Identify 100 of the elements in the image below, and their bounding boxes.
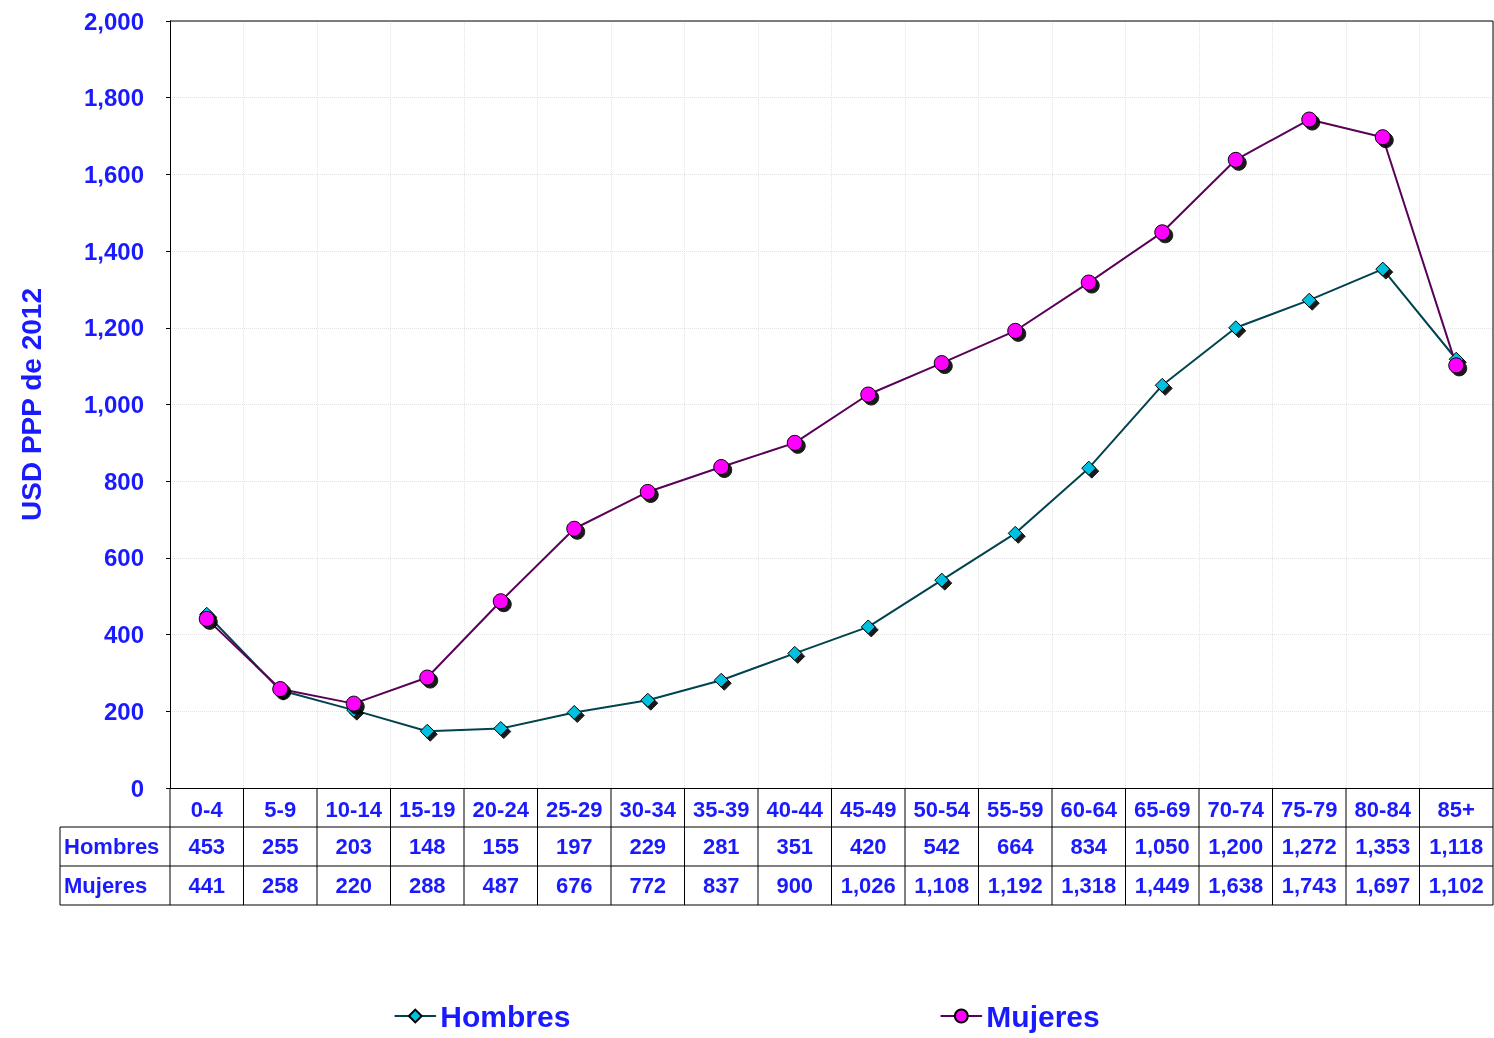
data-label: 1,200 xyxy=(1208,834,1264,859)
point xyxy=(1448,357,1465,374)
data-label: 258 xyxy=(261,873,299,898)
point xyxy=(1374,129,1391,146)
x-tick-label: 35-39 xyxy=(693,796,750,822)
data-label: 1,118 xyxy=(1429,834,1484,859)
x-tick-label: 65-69 xyxy=(1134,796,1191,822)
x-tick-label: 45-49 xyxy=(840,796,897,822)
data-label: 837 xyxy=(702,873,740,898)
x-tick-label: 60-64 xyxy=(1060,796,1118,822)
data-label: 772 xyxy=(629,873,667,898)
point xyxy=(1301,111,1318,128)
x-tick-label: 80-84 xyxy=(1354,796,1412,822)
data-label: 351 xyxy=(776,834,814,859)
x-tick-label: 85+ xyxy=(1437,796,1475,822)
data-label: 441 xyxy=(188,873,226,898)
point xyxy=(345,695,362,712)
point xyxy=(860,386,877,403)
point xyxy=(1080,274,1097,291)
data-label: 197 xyxy=(555,834,593,859)
data-label: 203 xyxy=(335,834,373,859)
data-label: 453 xyxy=(188,834,226,859)
data-label: 1,743 xyxy=(1281,873,1337,898)
y-tick-label: 1,000 xyxy=(83,391,144,418)
point xyxy=(198,610,215,627)
y-tick-label: 1,800 xyxy=(83,84,144,112)
point xyxy=(1227,151,1244,168)
point xyxy=(639,483,656,500)
x-tick-label: 40-44 xyxy=(766,796,824,822)
point xyxy=(860,619,876,635)
x-tick-label: 50-54 xyxy=(913,796,971,822)
y-tick-label: 400 xyxy=(103,621,144,649)
x-tick-label: 75-79 xyxy=(1281,796,1338,822)
point xyxy=(786,434,803,451)
data-label: 1,108 xyxy=(914,873,970,898)
data-label: 288 xyxy=(408,873,446,898)
data-label: 1,192 xyxy=(987,873,1043,898)
y-tick-label: 1,600 xyxy=(83,160,144,188)
y-tick-label: 2,000 xyxy=(83,7,144,35)
point xyxy=(640,692,656,708)
text: Mujeres xyxy=(64,873,148,898)
point xyxy=(419,723,435,739)
point xyxy=(1228,320,1244,336)
text: Hombres xyxy=(64,834,160,859)
point xyxy=(493,721,509,737)
y-tick-label: 1,400 xyxy=(83,237,144,265)
point xyxy=(787,645,803,661)
y-tick-label: 600 xyxy=(103,544,144,572)
data-label: 420 xyxy=(849,834,887,859)
y-axis-title: USD PPP de 2012 xyxy=(15,288,47,521)
data-label: 676 xyxy=(555,873,593,898)
data-label: 1,353 xyxy=(1355,834,1411,859)
x-tick-label: 15-19 xyxy=(399,796,456,822)
x-tick-label: 5-9 xyxy=(264,796,297,822)
legend-label: Hombres xyxy=(440,999,571,1033)
y-tick-label: 200 xyxy=(103,697,144,725)
data-label: 1,697 xyxy=(1355,873,1411,898)
x-tick-label: 10-14 xyxy=(325,796,383,822)
data-label: 1,638 xyxy=(1208,873,1264,898)
point xyxy=(1081,460,1097,476)
data-label: 255 xyxy=(261,834,299,859)
data-label: 834 xyxy=(1070,834,1108,859)
point xyxy=(1007,322,1024,339)
x-tick-label: 55-59 xyxy=(987,796,1044,822)
data-label: 487 xyxy=(482,873,520,898)
x-tick-label: 0-4 xyxy=(190,796,224,822)
point xyxy=(1375,261,1391,277)
data-label: 281 xyxy=(702,834,740,859)
point xyxy=(566,704,582,720)
x-tick-label: 30-34 xyxy=(619,796,677,822)
data-label: 542 xyxy=(923,834,961,859)
y-tick-label: 0 xyxy=(130,774,144,802)
data-label: 1,102 xyxy=(1428,873,1484,898)
x-tick-label: 25-29 xyxy=(546,796,603,822)
y-tick-label: 800 xyxy=(103,467,144,495)
point xyxy=(933,355,950,372)
y-tick-label: 1,200 xyxy=(83,314,144,342)
data-label: 900 xyxy=(776,873,814,898)
point xyxy=(713,672,729,688)
x-tick-label: 20-24 xyxy=(472,796,530,822)
data-label: 1,318 xyxy=(1061,873,1117,898)
point xyxy=(1007,525,1023,541)
point xyxy=(1154,377,1170,393)
data-label: 1,272 xyxy=(1281,834,1337,859)
data-label: 664 xyxy=(996,834,1035,859)
point xyxy=(419,669,436,686)
data-label: 1,449 xyxy=(1134,873,1190,898)
point xyxy=(566,520,583,537)
data-label: 1,050 xyxy=(1134,834,1190,859)
legend-label: Mujeres xyxy=(986,999,1100,1033)
point xyxy=(1154,224,1171,241)
point xyxy=(713,459,730,476)
data-label: 220 xyxy=(335,873,373,898)
point xyxy=(934,572,950,588)
data-label: 155 xyxy=(482,834,520,859)
data-label: 1,026 xyxy=(840,873,896,898)
point xyxy=(1301,292,1317,308)
data-label: 229 xyxy=(629,834,667,859)
x-tick-label: 70-74 xyxy=(1207,796,1265,822)
point xyxy=(492,593,509,610)
